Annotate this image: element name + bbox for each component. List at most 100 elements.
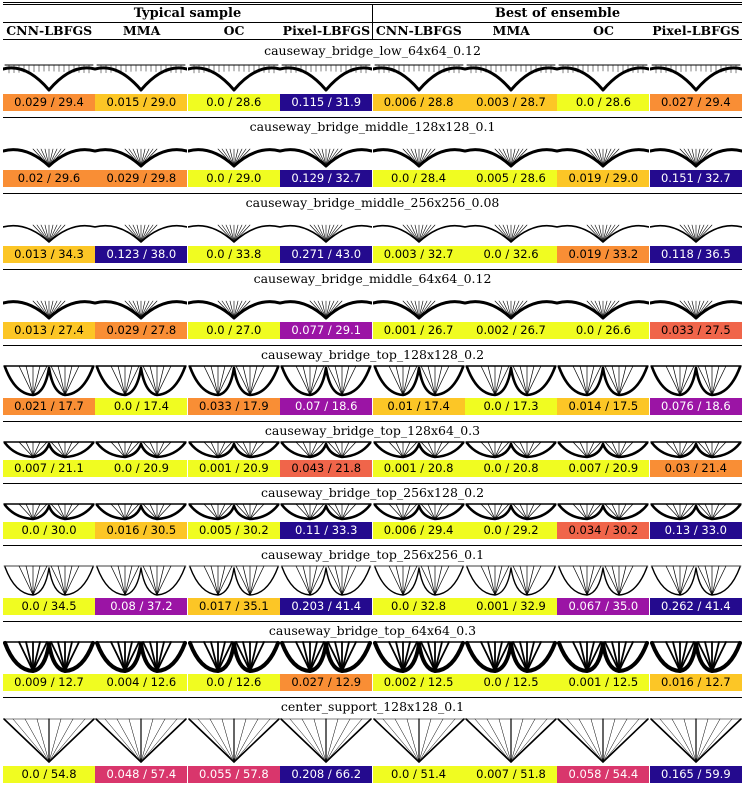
design-cell: 0.001 / 32.9 [465,563,557,615]
score-label: 0.07 / 18.6 [280,398,373,415]
score-label: 0.006 / 29.4 [372,522,465,539]
score-label: 0.005 / 28.6 [465,170,557,187]
score-label: 0.001 / 20.8 [372,460,465,477]
design-cell: 0.262 / 41.4 [649,563,742,615]
design-cell: 0.03 / 21.4 [649,439,742,477]
score-label: 0.055 / 57.8 [187,766,280,783]
score-label: 0.002 / 12.5 [372,674,465,691]
score-label: 0.029 / 29.4 [3,94,95,111]
structure-image [372,441,465,459]
structure-image [187,64,280,92]
structure-image [280,441,372,459]
design-cell: 0.02 / 29.6 [3,135,95,187]
column-header: OC [223,23,245,38]
score-label: 0.009 / 12.7 [3,674,95,691]
design-cell: 0.001 / 20.9 [187,439,280,477]
score-label: 0.029 / 27.8 [95,322,188,339]
score-label: 0.0 / 17.4 [95,398,188,415]
structure-image [465,565,557,596]
row-divider [3,621,742,622]
design-cell: 0.0 / 28.6 [557,59,650,111]
score-label: 0.0 / 28.4 [372,170,465,187]
score-label: 0.0 / 26.6 [557,322,650,339]
score-label: 0.006 / 28.8 [372,94,465,111]
score-label: 0.007 / 51.8 [465,766,557,783]
structure-image [650,565,742,596]
structure-image [372,641,465,673]
structure-image [3,148,95,168]
structure-image [372,148,465,168]
design-cell: 0.0 / 20.9 [95,439,188,477]
design-cell: 0.0 / 34.5 [3,563,95,615]
structure-image [649,64,742,92]
design-cell: 0.029 / 27.8 [95,287,188,339]
structure-image [557,64,650,92]
structure-image [557,641,650,673]
structure-image [95,148,188,168]
score-label: 0.034 / 30.2 [557,522,650,539]
score-label: 0.0 / 54.8 [3,766,95,783]
structure-image [95,300,188,320]
design-cell: 0.077 / 29.1 [280,287,373,339]
structure-image [95,565,187,596]
column-header: CNN-LBFGS [375,23,462,38]
structure-image [465,300,557,320]
structure-image [372,718,465,763]
score-label: 0.0 / 29.0 [187,170,280,187]
problem-title: center_support_128x128_0.1 [280,699,465,714]
score-label: 0.208 / 66.2 [280,766,373,783]
structure-image [280,300,373,320]
structure-image [649,641,742,673]
structure-image [372,365,465,397]
score-label: 0.077 / 29.1 [280,322,373,339]
score-label: 0.03 / 21.4 [649,460,742,477]
design-cell: 0.007 / 20.9 [557,439,650,477]
structure-image [465,224,557,243]
structure-image [95,718,188,763]
problem-title: causeway_bridge_low_64x64_0.12 [264,43,481,58]
design-cell: 0.029 / 29.8 [95,135,188,187]
score-label: 0.004 / 12.6 [95,674,188,691]
design-cell: 0.0 / 17.3 [465,363,557,415]
design-cell: 0.017 / 35.1 [187,563,280,615]
row-divider [3,697,742,698]
score-label: 0.151 / 32.7 [649,170,742,187]
structure-image [280,503,372,521]
structure-image [465,641,557,673]
design-cell: 0.0 / 54.8 [3,715,95,783]
design-cell: 0.016 / 30.5 [95,501,188,539]
top-rule-double [3,4,742,5]
structure-image [280,224,373,243]
score-label: 0.01 / 17.4 [372,398,465,415]
design-cell: 0.001 / 26.7 [372,287,465,339]
design-cell: 0.11 / 33.3 [280,501,373,539]
structure-image [3,365,95,397]
score-label: 0.0 / 34.5 [3,598,95,615]
column-header: OC [593,23,614,38]
score-label: 0.058 / 54.4 [557,766,650,783]
design-cell: 0.0 / 30.0 [3,501,95,539]
structure-image [650,503,742,521]
score-label: 0.0 / 33.8 [187,246,280,263]
design-cell: 0.013 / 34.3 [3,211,95,263]
design-cell: 0.115 / 31.9 [280,59,373,111]
score-label: 0.0 / 51.4 [372,766,465,783]
column-header: Pixel-LBFGS [282,23,371,38]
score-label: 0.0 / 20.8 [465,460,557,477]
structure-image [649,300,742,320]
design-cell: 0.165 / 59.9 [649,715,742,783]
score-label: 0.0 / 28.6 [187,94,280,111]
design-cell: 0.129 / 32.7 [280,135,373,187]
score-label: 0.0 / 30.0 [3,522,95,539]
score-label: 0.007 / 21.1 [3,460,95,477]
group-rule [3,22,742,23]
design-cell: 0.08 / 37.2 [95,563,188,615]
design-cell: 0.271 / 43.0 [280,211,373,263]
structure-image [187,300,280,320]
score-label: 0.0 / 28.6 [557,94,650,111]
design-cell: 0.005 / 28.6 [465,135,557,187]
structure-image [373,565,464,596]
structure-image [557,718,650,763]
problem-title: causeway_bridge_top_64x64_0.3 [268,623,477,638]
